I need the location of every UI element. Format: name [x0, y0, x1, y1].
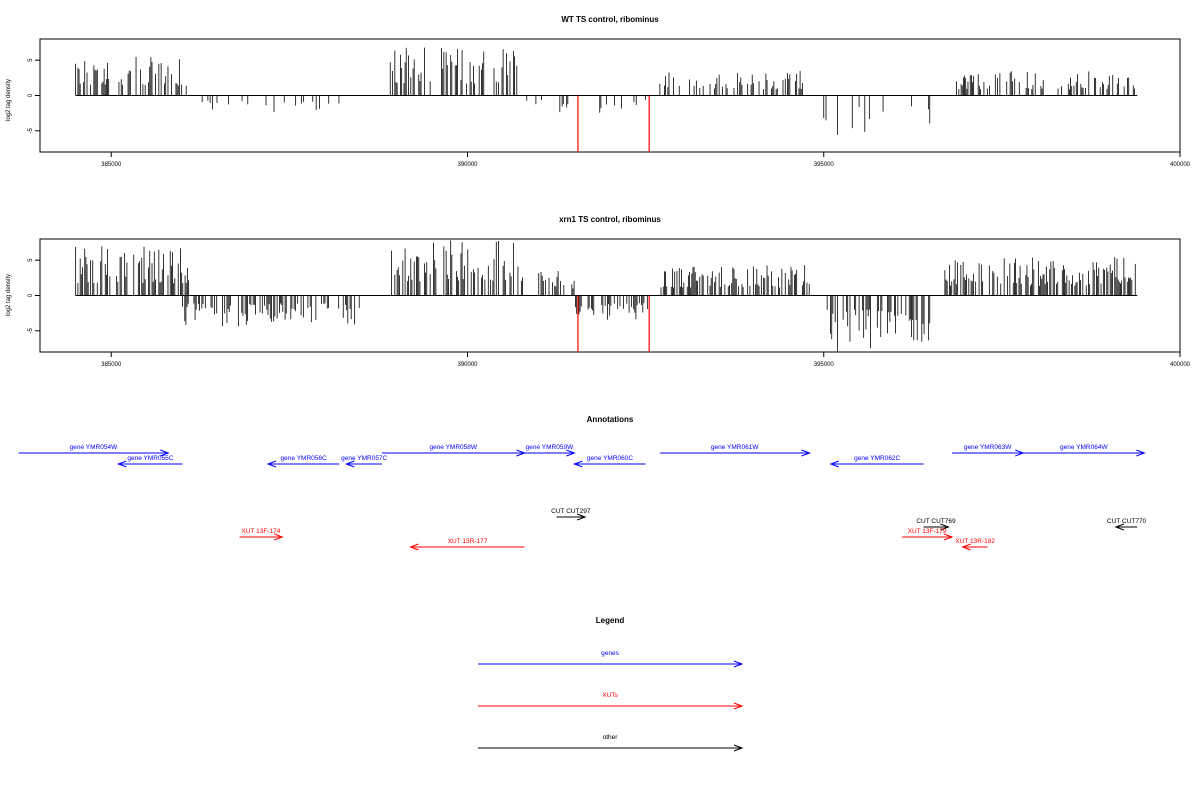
- feature-arrowhead: [266, 460, 277, 468]
- feature-label: gene YMR060C: [587, 455, 633, 462]
- axes-wt: 385000 390000 395000 400000 -5 0 5: [28, 58, 1191, 168]
- feature-gene: gene YMR062C: [829, 455, 924, 468]
- x-tick-label: 385000: [101, 362, 122, 368]
- feature-other: CUT CUT770: [1107, 518, 1147, 531]
- legend-item-genes: genes: [478, 650, 744, 668]
- x-tick-label: 390000: [457, 362, 478, 368]
- feature-label: XUT 13F-179: [908, 528, 947, 535]
- legend-arrowhead: [733, 744, 744, 752]
- feature-label: gene YMR056C: [281, 455, 327, 462]
- feature-label: gene YMR063W: [964, 444, 1012, 451]
- feature-arrowhead: [116, 460, 127, 468]
- feature-arrowhead: [576, 513, 587, 521]
- legend-item-xuts: XUTs: [478, 692, 744, 710]
- feature-xut: XUT 13R-177: [409, 538, 525, 551]
- legend-item-other: other: [478, 734, 744, 752]
- feature-label: CUT CUT297: [551, 508, 591, 515]
- x-tick-label: 395000: [814, 362, 835, 368]
- feature-arrowhead: [160, 449, 170, 457]
- feature-arrowhead: [566, 449, 576, 457]
- y-tick-label: 0: [28, 93, 34, 97]
- legend-items: genes XUTs other: [478, 650, 744, 752]
- y-tick-label: 5: [28, 258, 34, 262]
- feature-arrowhead: [1114, 523, 1125, 531]
- panel-title-xrn1: xrn1 TS control, ribominus: [559, 215, 661, 224]
- x-tick-label: 400000: [1170, 362, 1191, 368]
- legend-title: Legend: [596, 616, 625, 625]
- feature-label: XUT 13F-174: [241, 528, 280, 535]
- bars-xrn1: [75, 240, 1138, 352]
- feature-gene: gene YMR060C: [572, 455, 646, 468]
- x-tick-label: 395000: [814, 162, 835, 168]
- feature-label: CUT CUT770: [1107, 518, 1147, 525]
- feature-arrowhead: [274, 533, 284, 541]
- feature-gene: gene YMR061W: [659, 444, 811, 457]
- feature-arrowhead: [1136, 449, 1146, 457]
- y-tick-label: 5: [28, 58, 34, 62]
- feature-other: CUT CUT769: [916, 518, 956, 531]
- bars-wt: [75, 47, 1138, 152]
- x-tick-label: 385000: [101, 162, 122, 168]
- panel-xrn1: xrn1 TS control, ribominus log2 tag dens…: [6, 215, 1191, 368]
- feature-other: CUT CUT297: [551, 508, 591, 521]
- feature-gene: gene YMR064W: [1023, 444, 1146, 457]
- feature-arrowhead: [572, 460, 583, 468]
- feature-arrowhead: [943, 533, 954, 541]
- feature-gene: gene YMR058W: [382, 444, 526, 457]
- panel-title-wt: WT TS control, ribominus: [561, 15, 659, 24]
- feature-xut: XUT 13F-179: [902, 528, 954, 541]
- feature-label: gene YMR055C: [127, 455, 173, 462]
- feature-label: XUT 13R-177: [448, 538, 488, 545]
- annotations-title: Annotations: [587, 415, 634, 424]
- feature-gene: gene YMR054W: [18, 444, 170, 457]
- panel-wt: WT TS control, ribominus log2 tag densit…: [6, 15, 1191, 168]
- y-tick-label: -5: [28, 127, 34, 133]
- feature-label: gene YMR059W: [526, 444, 574, 451]
- feature-xut: XUT 13R-182: [955, 538, 995, 551]
- feature-label: gene YMR061W: [711, 444, 759, 451]
- feature-arrowhead: [961, 543, 971, 551]
- y-axis-label-wt: log2 tag density: [6, 79, 12, 121]
- legend: Legend genes XUTs other: [478, 616, 744, 752]
- feature-gene: gene YMR059W: [524, 444, 576, 457]
- feature-arrowhead: [801, 449, 811, 457]
- feature-label: gene YMR058W: [429, 444, 477, 451]
- legend-label: other: [603, 734, 619, 741]
- feature-arrowhead: [829, 460, 840, 468]
- feature-label: gene YMR062C: [854, 455, 900, 462]
- feature-label: CUT CUT769: [916, 518, 956, 525]
- feature-label: gene YMR064W: [1060, 444, 1108, 451]
- feature-arrowhead: [344, 460, 355, 468]
- legend-label: XUTs: [602, 692, 618, 699]
- feature-gene: gene YMR063W: [952, 444, 1025, 457]
- feature-arrowhead: [940, 523, 950, 531]
- feature-label: XUT 13R-182: [955, 538, 995, 545]
- y-tick-label: -5: [28, 327, 34, 333]
- legend-arrowhead: [733, 702, 744, 710]
- x-tick-label: 390000: [457, 162, 478, 168]
- feature-label: gene YMR057C: [341, 455, 387, 462]
- legend-label: genes: [601, 650, 619, 657]
- feature-gene: gene YMR055C: [116, 455, 183, 468]
- y-axis-label-xrn1: log2 tag density: [6, 274, 12, 316]
- x-tick-label: 400000: [1170, 162, 1191, 168]
- feature-label: gene YMR054W: [70, 444, 118, 451]
- legend-arrowhead: [733, 660, 744, 668]
- feature-gene: gene YMR056C: [266, 455, 340, 468]
- feature-xut: XUT 13F-174: [239, 528, 284, 541]
- annotation-features: gene YMR054W gene YMR055C gene YMR056C gene…: [18, 444, 1147, 551]
- feature-arrowhead: [409, 543, 419, 551]
- axes-xrn1: 385000 390000 395000 400000 -5 0 5: [28, 258, 1191, 368]
- feature-gene: gene YMR057C: [341, 455, 388, 468]
- y-tick-label: 0: [28, 293, 34, 297]
